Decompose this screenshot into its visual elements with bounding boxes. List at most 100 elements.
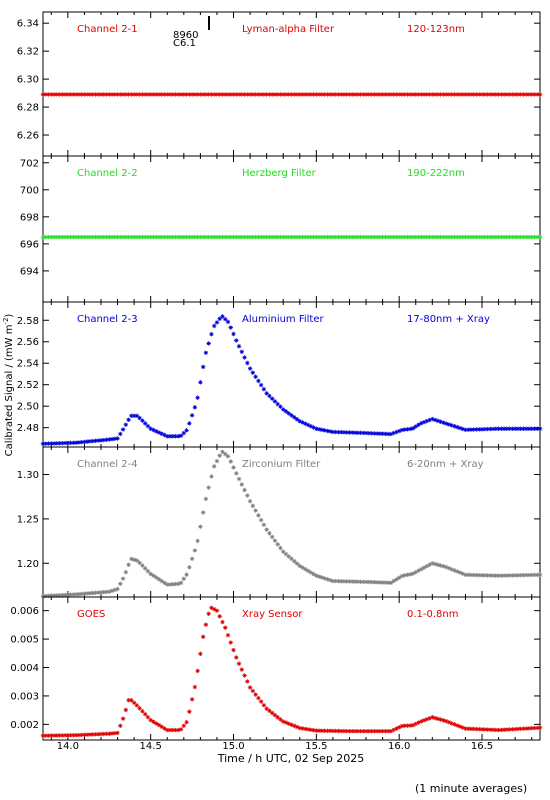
data-point (408, 426, 413, 432)
data-point (435, 716, 441, 721)
band-label: 120-123nm (407, 24, 465, 35)
data-point (521, 92, 526, 97)
data-point (286, 92, 291, 97)
data-point (173, 434, 178, 439)
data-point (203, 350, 209, 355)
data-point (258, 517, 264, 523)
data-point (272, 399, 278, 404)
data-point (60, 733, 65, 738)
data-point (435, 562, 441, 567)
data-point (521, 726, 526, 731)
data-point (399, 234, 405, 240)
data-point (203, 496, 209, 502)
data-point (477, 92, 482, 97)
data-point (339, 234, 344, 240)
data-point (441, 420, 446, 425)
data-point (399, 92, 405, 97)
data-point (297, 725, 302, 731)
data-point (178, 234, 184, 240)
data-point (292, 559, 297, 564)
x-tick-label: 14.5 (140, 741, 162, 752)
data-point (54, 234, 60, 240)
data-point (134, 703, 140, 708)
data-point (217, 234, 222, 240)
data-point (369, 431, 374, 436)
data-point (347, 234, 352, 240)
data-point (441, 564, 446, 569)
data-point (424, 717, 429, 722)
y-tick-label: 702 (20, 158, 39, 169)
data-point (256, 92, 261, 97)
data-point (211, 234, 217, 240)
data-point (410, 234, 416, 240)
data-point (156, 234, 162, 240)
data-point (51, 92, 57, 97)
data-point (501, 727, 507, 732)
data-point (493, 573, 499, 578)
data-point (482, 573, 487, 578)
data-point (93, 590, 98, 595)
data-point (73, 440, 79, 445)
data-point (300, 420, 305, 425)
band-label: 190-222nm (407, 168, 465, 179)
data-point (283, 551, 289, 557)
data-point (402, 427, 407, 432)
data-point (142, 421, 148, 426)
data-point (289, 92, 294, 97)
data-point (507, 234, 512, 240)
data-point (217, 316, 222, 322)
data-point (142, 92, 148, 97)
data-point (515, 234, 521, 240)
data-point (228, 234, 233, 240)
data-point (521, 234, 526, 240)
data-point (189, 413, 195, 418)
data-point (151, 234, 156, 240)
data-point (294, 561, 300, 566)
flare-class: C6.1 (173, 38, 196, 49)
data-point (358, 92, 363, 97)
data-point (482, 234, 487, 240)
data-point (385, 92, 391, 97)
data-point (316, 234, 322, 240)
data-point (512, 426, 518, 431)
data-point (394, 577, 399, 582)
data-point (98, 234, 104, 240)
data-point (358, 579, 363, 584)
data-point (512, 573, 518, 578)
data-point (471, 92, 476, 97)
data-point (104, 437, 109, 442)
data-point (120, 92, 126, 97)
data-point (250, 92, 256, 97)
data-point (109, 731, 115, 736)
data-point (347, 728, 352, 734)
data-point (76, 591, 82, 597)
data-point (253, 92, 258, 97)
data-point (253, 508, 258, 513)
data-point (471, 572, 476, 578)
data-point (308, 570, 314, 575)
data-point (355, 92, 360, 97)
data-point (49, 593, 54, 598)
data-point (399, 427, 405, 433)
data-point (167, 727, 173, 733)
data-point (195, 92, 200, 97)
y-tick-label: 1.20 (17, 559, 39, 570)
data-point (358, 430, 363, 436)
data-point (234, 655, 239, 660)
data-point (228, 325, 233, 330)
data-point (73, 592, 79, 597)
data-point (372, 580, 377, 585)
data-point (250, 234, 256, 240)
data-point (369, 728, 374, 734)
x-axis-title: Time / h UTC, 02 Sep 2025 (217, 752, 365, 765)
data-point (325, 728, 330, 734)
data-point (366, 728, 372, 734)
y-tick-label: 1.30 (17, 470, 39, 481)
data-point (493, 426, 499, 432)
data-point (148, 234, 153, 240)
data-point (330, 234, 336, 240)
data-point (267, 708, 272, 714)
y-tick-label: 694 (20, 266, 39, 277)
data-point (137, 92, 142, 97)
data-point (468, 572, 474, 578)
